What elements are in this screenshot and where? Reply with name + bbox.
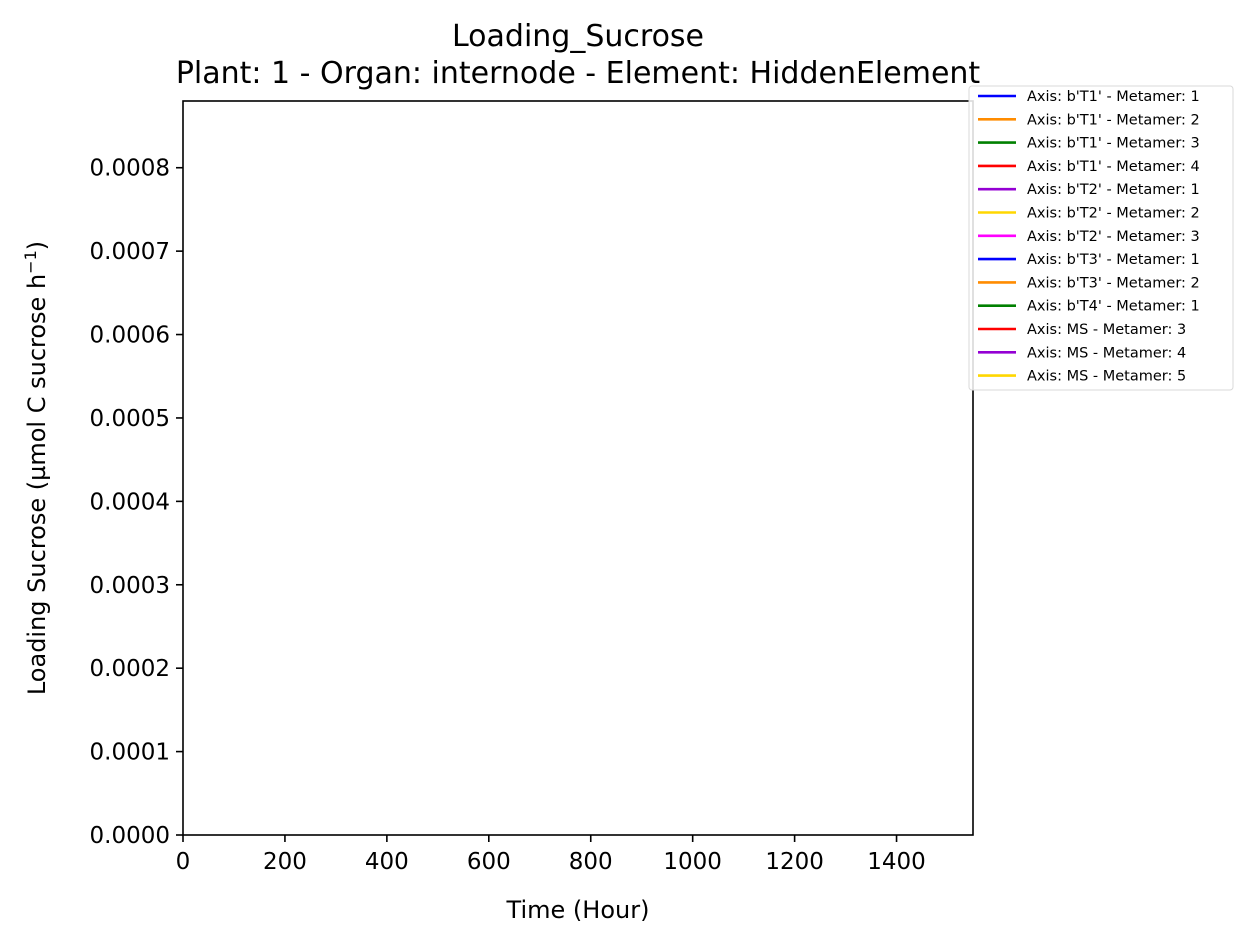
x-tick-label: 600 xyxy=(467,849,511,875)
x-tick-label: 0 xyxy=(176,849,191,875)
x-axis-label: Time (Hour) xyxy=(506,896,650,924)
y-axis-label: Loading Sucrose (µmol C sucrose h−1) xyxy=(21,241,51,695)
plot-frame xyxy=(182,100,974,836)
chart-title: Loading_Sucrose xyxy=(452,19,704,54)
legend-label: Axis: b'T2' - Metamer: 1 xyxy=(1027,182,1200,198)
legend-label: Axis: b'T1' - Metamer: 4 xyxy=(1027,159,1200,175)
x-tick-label: 200 xyxy=(263,849,307,875)
legend-label: Axis: b'T1' - Metamer: 3 xyxy=(1027,136,1200,152)
legend-label: Axis: b'T2' - Metamer: 3 xyxy=(1027,229,1200,245)
legend-items: Axis: b'T1' - Metamer: 1 Axis: b'T1' - Me… xyxy=(978,89,1200,385)
legend-label: Axis: b'T3' - Metamer: 2 xyxy=(1027,275,1200,291)
legend: Axis: b'T1' - Metamer: 1 Axis: b'T1' - Me… xyxy=(968,85,1234,391)
plot-area xyxy=(182,100,974,836)
x-axis: 0 200 400 600 800 1000 1200 1400 xyxy=(176,835,926,875)
y-tick-label: 0.0008 xyxy=(90,156,170,182)
y-axis: 0.0000 0.0001 0.0002 0.0003 0.0004 0.0005 0.00… xyxy=(90,156,183,849)
y-tick-label: 0.0007 xyxy=(90,239,170,265)
y-tick-label: 0.0000 xyxy=(90,823,170,849)
y-tick-label: 0.0005 xyxy=(90,406,170,432)
x-tick-label: 400 xyxy=(365,849,409,875)
x-tick-label: 800 xyxy=(569,849,613,875)
y-tick-label: 0.0003 xyxy=(90,573,170,599)
y-tick-label: 0.0001 xyxy=(90,740,170,766)
y-axis-label-close: ) xyxy=(23,241,51,250)
legend-frame xyxy=(968,85,1234,391)
legend-label: Axis: b'T1' - Metamer: 2 xyxy=(1027,112,1200,128)
legend-label: Axis: b'T1' - Metamer: 1 xyxy=(1027,89,1200,105)
legend-label: Axis: b'T4' - Metamer: 1 xyxy=(1027,299,1200,315)
x-tick-label: 1400 xyxy=(867,849,926,875)
legend-label: Axis: b'T2' - Metamer: 2 xyxy=(1027,206,1200,222)
legend-label: Axis: b'T3' - Metamer: 1 xyxy=(1027,252,1200,268)
x-tick-label: 1200 xyxy=(765,849,824,875)
legend-label: Axis: MS - Metamer: 4 xyxy=(1027,345,1186,361)
y-axis-label-superscript: −1 xyxy=(21,250,40,274)
chart-subtitle: Plant: 1 - Organ: internode - Element: H… xyxy=(176,56,981,91)
x-tick-label: 1000 xyxy=(663,849,722,875)
y-axis-label-main: Loading Sucrose (µmol C sucrose h xyxy=(23,274,51,695)
y-tick-label: 0.0002 xyxy=(90,656,170,682)
y-tick-label: 0.0004 xyxy=(90,489,170,515)
legend-label: Axis: MS - Metamer: 5 xyxy=(1027,369,1186,385)
y-tick-label: 0.0006 xyxy=(90,323,170,349)
legend-label: Axis: MS - Metamer: 3 xyxy=(1027,322,1186,338)
